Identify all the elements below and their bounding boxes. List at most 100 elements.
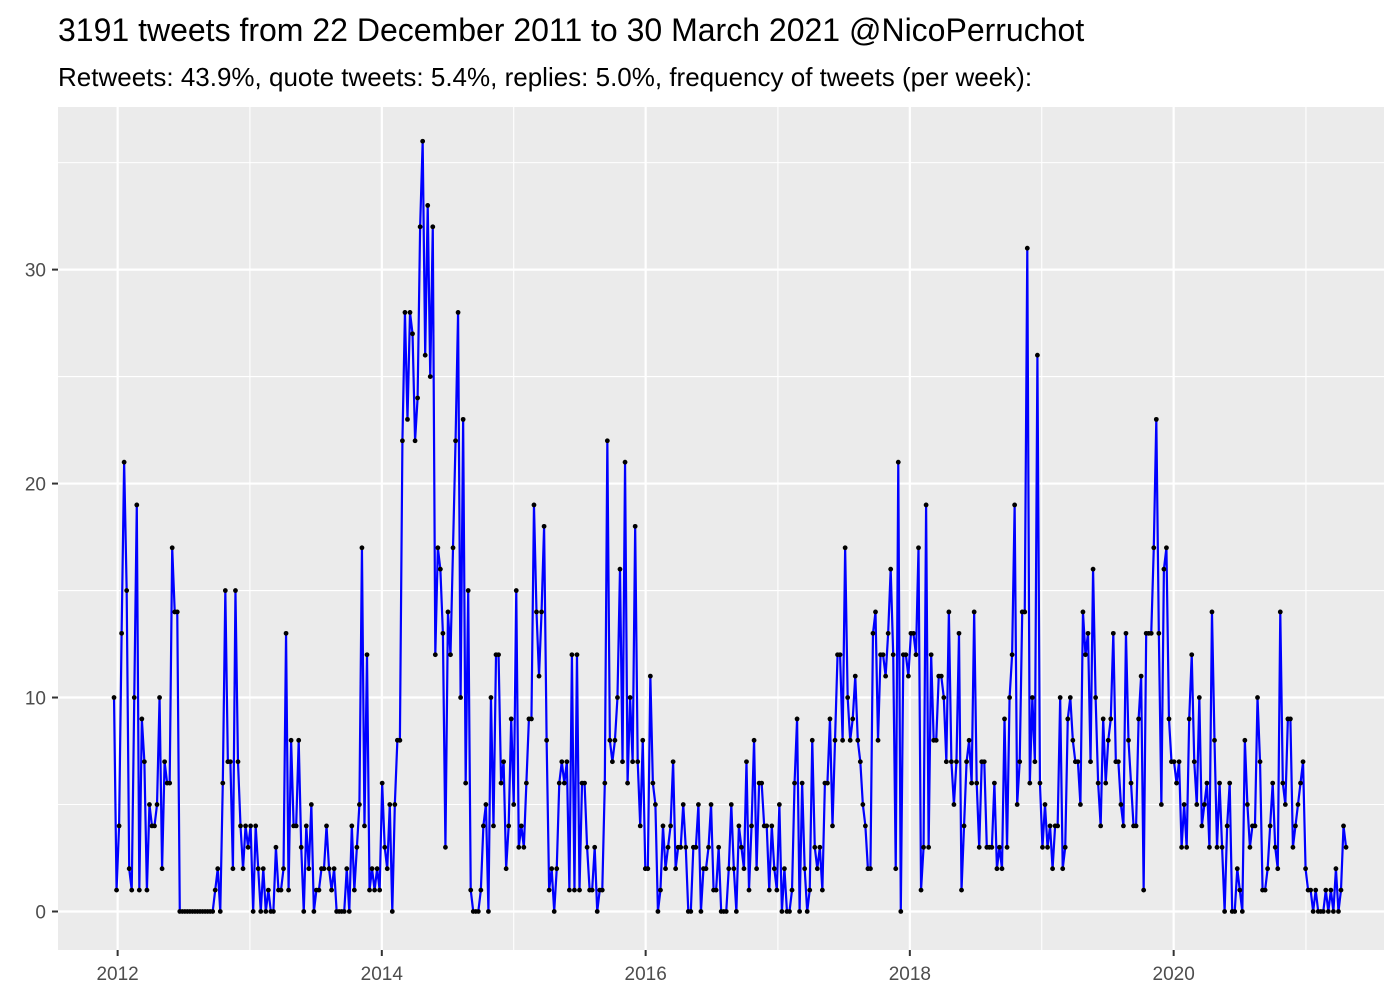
data-point: [1282, 802, 1288, 807]
data-point: [905, 673, 911, 679]
chart-subtitle: Retweets: 43.9%, quote tweets: 5.4%, rep…: [58, 62, 1033, 92]
data-point: [544, 737, 550, 743]
data-point: [607, 737, 613, 743]
data-point: [992, 780, 997, 786]
data-point: [582, 780, 587, 786]
data-point: [637, 823, 643, 829]
data-point: [1207, 844, 1212, 850]
data-point: [298, 844, 304, 850]
data-point: [1186, 716, 1192, 722]
data-point: [521, 844, 527, 850]
data-point: [1247, 844, 1253, 850]
data-point: [551, 909, 557, 914]
data-point: [726, 866, 732, 872]
data-point: [981, 759, 987, 765]
data-point: [220, 780, 226, 786]
data-point: [450, 545, 456, 551]
data-point: [744, 759, 749, 765]
data-point: [258, 909, 264, 914]
data-point: [448, 652, 453, 658]
data-point: [458, 695, 464, 700]
data-point: [670, 759, 676, 765]
data-point: [741, 866, 747, 872]
data-point: [233, 588, 238, 593]
data-point: [566, 887, 572, 893]
data-point: [1029, 695, 1035, 700]
data-point: [1290, 844, 1296, 850]
data-point: [141, 759, 147, 765]
data-point: [951, 802, 957, 807]
data-point: [696, 802, 701, 807]
data-point: [746, 887, 752, 893]
series-tweets-per-week: [112, 140, 1348, 913]
data-point: [890, 652, 896, 658]
data-point: [271, 909, 276, 914]
data-point: [453, 438, 458, 444]
data-point: [559, 759, 565, 765]
data-point: [288, 737, 294, 743]
data-point: [766, 887, 772, 893]
data-point: [928, 652, 934, 658]
data-point: [1331, 909, 1336, 914]
data-point: [1095, 780, 1101, 786]
x-tick-label: 2020: [1153, 964, 1195, 985]
data-point: [622, 459, 628, 465]
data-point: [126, 866, 132, 872]
data-point: [1272, 844, 1278, 850]
data-point: [663, 866, 668, 872]
data-point: [407, 310, 413, 315]
data-point: [210, 909, 216, 914]
data-point: [640, 737, 646, 743]
data-point: [389, 909, 395, 914]
data-point: [1062, 844, 1068, 850]
data-point: [1199, 823, 1205, 829]
data-point: [655, 909, 661, 914]
data-point: [1126, 737, 1131, 743]
data-point: [1105, 737, 1111, 743]
data-point: [971, 609, 977, 615]
data-point: [422, 352, 428, 358]
data-point: [488, 695, 494, 700]
data-point: [392, 802, 398, 807]
data-point: [1103, 780, 1109, 786]
data-point: [594, 909, 600, 914]
data-point: [870, 630, 876, 636]
data-point: [918, 887, 924, 893]
data-point: [961, 823, 967, 829]
data-point: [602, 780, 608, 786]
data-point: [723, 909, 729, 914]
data-point: [1085, 630, 1091, 636]
data-point: [797, 909, 803, 914]
y-tick-label: 30: [25, 261, 46, 282]
data-point: [491, 823, 496, 829]
data-point: [169, 545, 175, 551]
data-point: [1308, 887, 1314, 893]
data-point: [1009, 652, 1015, 658]
y-axis-tick-labels: 0 10 20 30: [25, 261, 46, 924]
data-point: [645, 866, 651, 872]
data-point: [1123, 630, 1129, 636]
data-point: [1151, 545, 1157, 551]
data-point: [369, 866, 375, 872]
data-point: [384, 866, 390, 872]
data-point: [888, 566, 894, 572]
data-point: [311, 909, 317, 914]
data-point: [1057, 695, 1063, 700]
data-point: [650, 780, 656, 786]
data-point: [1004, 844, 1010, 850]
data-point: [1108, 716, 1114, 722]
data-point: [382, 844, 388, 850]
data-point: [923, 502, 929, 508]
data-point: [885, 630, 891, 636]
data-point: [799, 780, 805, 786]
data-point: [430, 224, 436, 230]
data-point: [1298, 780, 1303, 786]
data-point: [329, 887, 334, 893]
data-point: [794, 716, 800, 722]
data-point: [379, 780, 385, 786]
data-point: [1277, 609, 1283, 615]
data-point: [1075, 759, 1081, 765]
data-point: [367, 887, 372, 893]
data-point: [131, 695, 137, 700]
